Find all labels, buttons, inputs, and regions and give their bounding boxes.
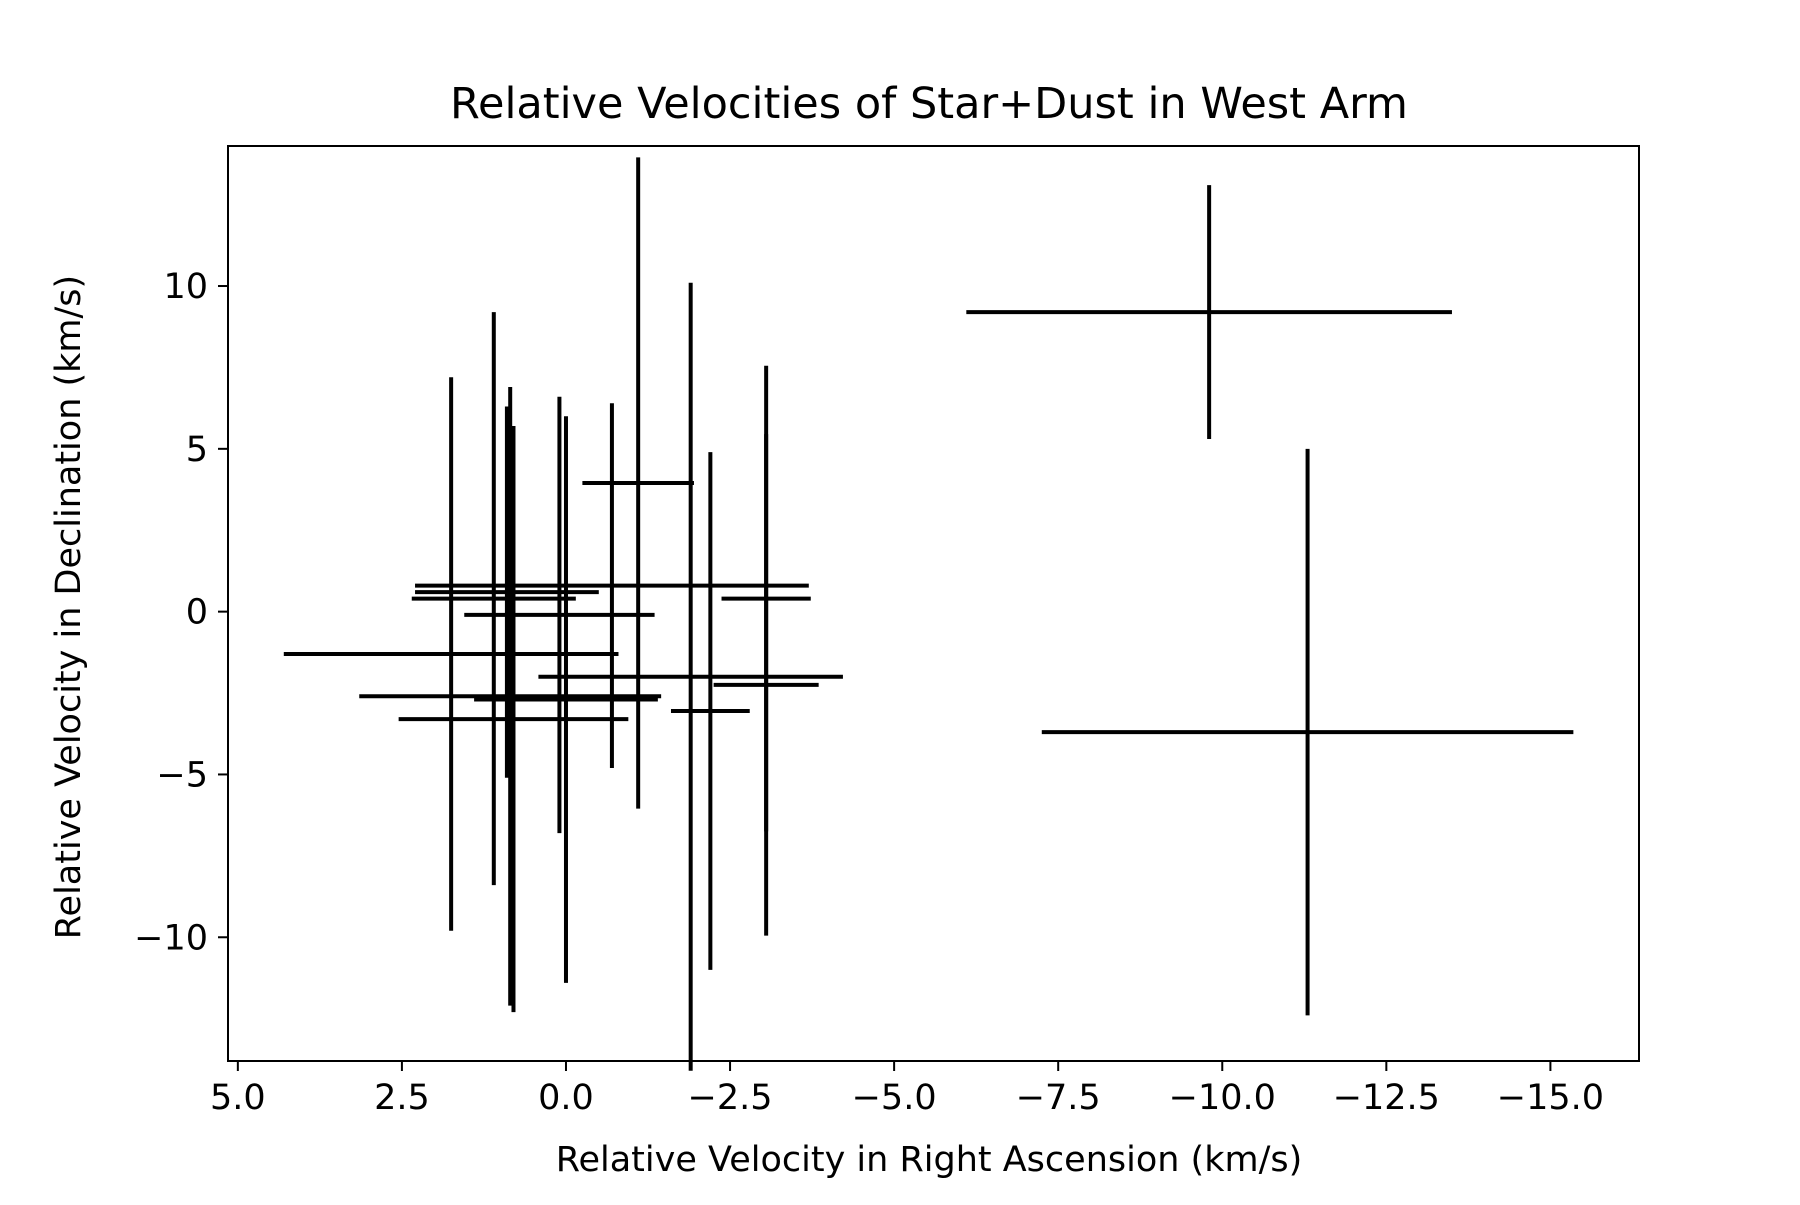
x-axis-label: Relative Velocity in Right Ascension (km… xyxy=(556,1140,1303,1180)
error-bar-point xyxy=(464,396,655,834)
error-bar-point xyxy=(411,312,576,886)
y-tick-label: −10 xyxy=(134,918,208,958)
error-bar-point xyxy=(474,416,658,983)
x-tick-label: −12.5 xyxy=(1333,1078,1440,1118)
error-bar-point xyxy=(1041,448,1574,1016)
y-tick-label: 10 xyxy=(163,267,208,307)
error-bar-point xyxy=(713,434,819,936)
plot-frame xyxy=(227,145,1640,1062)
x-tick-label: 2.5 xyxy=(374,1078,430,1118)
y-tick-label: −5 xyxy=(156,755,208,795)
y-axis-label: Relative Velocity in Declination (km/s) xyxy=(49,275,89,939)
error-bar-point xyxy=(670,452,750,970)
y-tick-label: 5 xyxy=(186,430,208,470)
x-tick-label: −15.0 xyxy=(1497,1078,1604,1118)
error-bar-point xyxy=(398,426,629,1013)
error-bar-point xyxy=(966,185,1452,440)
error-bar-point xyxy=(415,406,599,778)
y-tick-label: 0 xyxy=(186,593,208,633)
error-bar-layer xyxy=(283,157,1574,1071)
ticks-layer: 5.0 2.5 0.0 −2.5 −5.0 −7.5 −10.0 −12.5 −15.0 10 5 0… xyxy=(134,267,1604,1118)
x-tick-label: 0.0 xyxy=(538,1078,594,1118)
chart-title: Relative Velocities of Star+Dust in West… xyxy=(450,79,1408,129)
x-tick-label: −2.5 xyxy=(688,1078,773,1118)
error-bar-point xyxy=(283,377,619,931)
x-tick-label: −10.0 xyxy=(1169,1078,1276,1118)
error-bar-point xyxy=(538,282,843,1071)
x-tick-label: −5.0 xyxy=(852,1078,937,1118)
error-bar-point xyxy=(415,403,809,768)
x-tick-label: 5.0 xyxy=(210,1078,266,1118)
error-bar-point xyxy=(582,157,694,809)
x-tick-label: −7.5 xyxy=(1016,1078,1101,1118)
